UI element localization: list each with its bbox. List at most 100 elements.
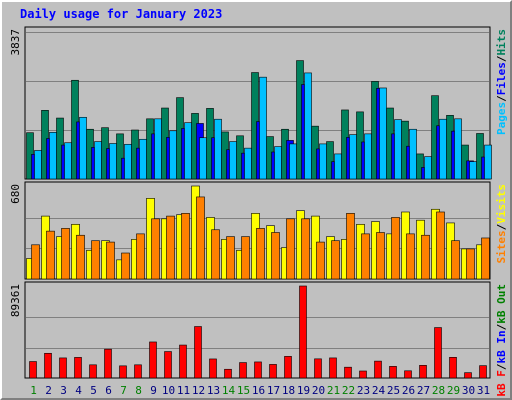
bottom-bar-kb-f-day-9 (149, 341, 157, 379)
bottom-bar-kb-f-day-19 (299, 285, 307, 379)
bottom-bar-kb-f-day-27 (419, 365, 427, 379)
x-tick-day-17: 17 (267, 384, 280, 397)
x-tick-day-5: 5 (90, 384, 97, 397)
top-series-legend: Pages/Files/Hits (495, 29, 508, 135)
top-bar-pages-day-13 (214, 118, 222, 180)
top-bar-pages-day-5 (94, 141, 102, 180)
top-bar-pages-day-18 (289, 143, 297, 180)
x-tick-day-8: 8 (135, 384, 142, 397)
x-tick-day-4: 4 (75, 384, 82, 397)
top-legend-item: / (495, 95, 508, 102)
mid-bar-sites-day-5 (91, 240, 100, 280)
bottom-bar-kb-f-day-5 (89, 364, 97, 379)
bottom-series-legend: kB F/kB In/kB Out (495, 284, 508, 397)
chart-title: Daily usage for January 2023 (20, 7, 223, 21)
top-bar-pages-day-19 (304, 72, 312, 180)
bottom-bar-kb-f-day-25 (389, 366, 397, 379)
mid-legend-item: Visits (495, 184, 508, 224)
bottom-bar-kb-f-day-8 (134, 364, 142, 379)
top-bar-pages-day-2 (49, 132, 57, 180)
x-tick-day-31: 31 (477, 384, 490, 397)
x-tick-day-28: 28 (432, 384, 445, 397)
mid-bar-sites-day-1 (31, 244, 40, 280)
top-bar-pages-day-30 (469, 161, 477, 180)
top-bar-pages-day-26 (409, 128, 417, 180)
top-bar-pages-day-3 (64, 142, 72, 180)
mid-bar-sites-day-21 (331, 240, 340, 280)
top-bar-pages-day-7 (124, 143, 132, 180)
bottom-bar-kb-f-day-31 (479, 365, 487, 379)
bottom-bar-kb-f-day-22 (344, 366, 352, 379)
x-tick-day-26: 26 (402, 384, 415, 397)
bottom-bar-kb-f-day-12 (194, 326, 202, 379)
mid-bar-sites-day-13 (211, 229, 220, 280)
x-tick-day-29: 29 (447, 384, 460, 397)
top-bar-pages-day-20 (319, 143, 327, 180)
x-tick-day-30: 30 (462, 384, 475, 397)
mid-bar-sites-day-23 (361, 233, 370, 280)
top-legend-item: / (495, 55, 508, 62)
top-legend-item: Pages (495, 102, 508, 135)
x-tick-day-6: 6 (105, 384, 112, 397)
bottom-legend-item: kB Out (495, 284, 508, 324)
mid-bar-sites-day-8 (136, 233, 145, 280)
mid-bar-sites-day-28 (436, 211, 445, 280)
x-tick-day-25: 25 (387, 384, 400, 397)
mid-legend-item: Sites (495, 230, 508, 263)
mid-bar-sites-day-22 (346, 213, 355, 280)
x-tick-day-3: 3 (60, 384, 67, 397)
mid-bar-sites-day-6 (106, 241, 115, 280)
top-bar-pages-day-12 (199, 137, 207, 180)
bottom-bar-kb-f-day-2 (44, 352, 52, 379)
bottom-legend-item: / (495, 323, 508, 330)
mid-series-legend: Sites/Visits (495, 184, 508, 264)
top-y-max-label: 3837 (9, 29, 22, 56)
bottom-bar-kb-f-day-7 (119, 365, 127, 379)
x-tick-day-22: 22 (342, 384, 355, 397)
mid-bar-sites-day-26 (406, 233, 415, 280)
bottom-bar-kb-f-day-26 (404, 370, 412, 379)
x-tick-day-21: 21 (327, 384, 340, 397)
x-tick-day-24: 24 (372, 384, 386, 397)
mid-bar-sites-day-31 (481, 237, 490, 280)
top-bar-pages-day-15 (244, 147, 252, 180)
top-bar-pages-day-9 (154, 118, 162, 180)
x-tick-day-10: 10 (162, 384, 175, 397)
mid-bar-sites-day-16 (256, 228, 265, 280)
bottom-bar-kb-f-day-4 (74, 357, 82, 379)
x-tick-day-16: 16 (252, 384, 265, 397)
bottom-bar-kb-f-day-28 (434, 327, 442, 379)
bottom-bar-kb-f-day-3 (59, 357, 67, 379)
bottom-bar-kb-f-day-20 (314, 358, 322, 379)
mid-bar-sites-day-25 (391, 217, 400, 280)
mid-bar-sites-day-9 (151, 218, 160, 280)
top-bar-pages-day-8 (139, 138, 147, 180)
bottom-bar-kb-f-day-24 (374, 360, 382, 379)
mid-bar-sites-day-19 (301, 218, 310, 280)
x-tick-day-14: 14 (222, 384, 236, 397)
x-tick-day-1: 1 (30, 384, 37, 397)
mid-bar-sites-day-2 (46, 230, 55, 280)
top-bar-pages-day-17 (274, 146, 282, 180)
mid-bar-sites-day-11 (181, 213, 190, 280)
mid-bar-sites-day-10 (166, 215, 175, 280)
x-tick-day-9: 9 (150, 384, 157, 397)
mid-bar-sites-day-7 (121, 252, 130, 280)
bottom-bar-kb-f-day-30 (464, 372, 472, 379)
top-bar-pages-day-29 (454, 118, 462, 180)
top-bar-pages-day-6 (109, 143, 117, 180)
top-bar-hits-day-31 (476, 133, 484, 180)
x-tick-day-12: 12 (192, 384, 205, 397)
bottom-legend-item: kB F (495, 370, 508, 397)
x-tick-day-13: 13 (207, 384, 220, 397)
mid-bar-sites-day-18 (286, 218, 295, 280)
mid-bar-sites-day-27 (421, 234, 430, 280)
mid-bar-sites-day-17 (271, 232, 280, 280)
bottom-bar-kb-f-day-14 (224, 368, 232, 379)
bottom-bar-kb-f-day-21 (329, 357, 337, 379)
top-legend-item: Hits (495, 29, 508, 56)
top-bar-pages-day-1 (34, 150, 42, 180)
bottom-bar-kb-f-day-17 (269, 364, 277, 379)
